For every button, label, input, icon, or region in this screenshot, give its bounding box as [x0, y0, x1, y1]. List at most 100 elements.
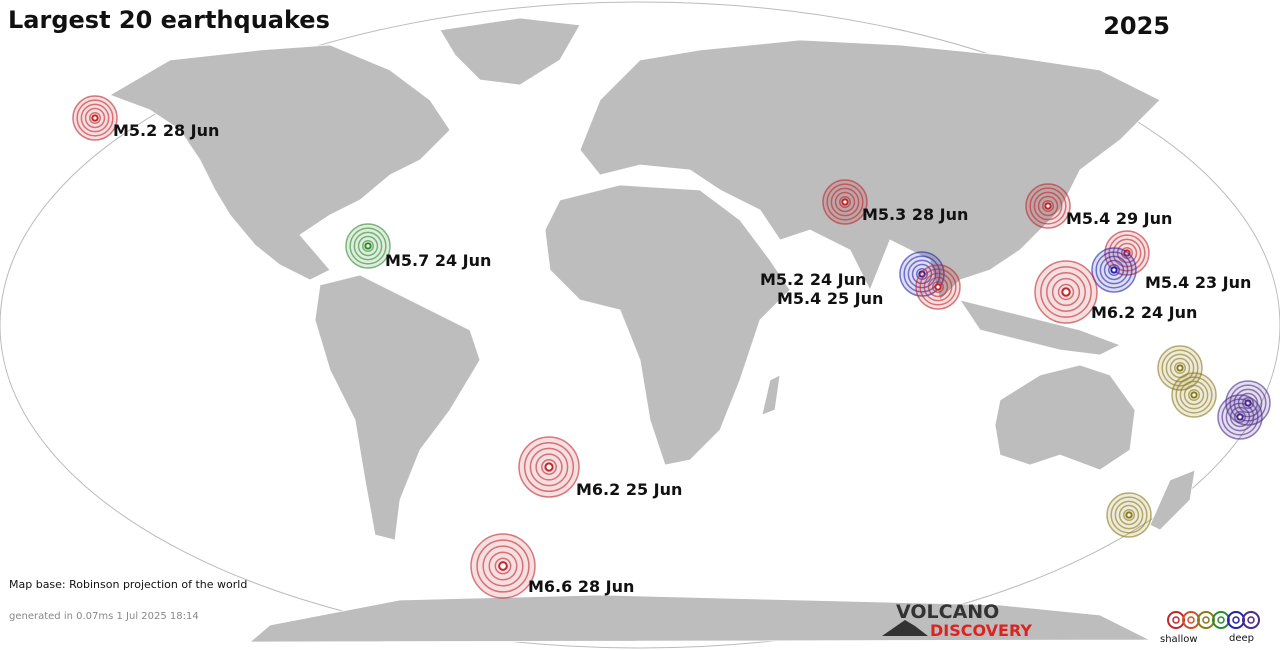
- quake-ring: [1173, 361, 1187, 375]
- quake-label: M5.4 25 Jun: [777, 289, 883, 308]
- madagascar: [761, 374, 781, 416]
- quake-marker: [1157, 345, 1203, 391]
- quake-ring: [1114, 500, 1144, 530]
- year: 2025: [1103, 12, 1170, 40]
- quake-marker: [1091, 247, 1137, 293]
- quake-ring: [488, 551, 518, 581]
- quake-center: [1110, 266, 1118, 274]
- legend-ring-inner: [1172, 616, 1180, 624]
- quake-center: [91, 114, 99, 122]
- quake-marker: [1025, 183, 1071, 229]
- quake-ring: [1033, 191, 1063, 221]
- quake-label: M5.7 24 Jun: [385, 251, 491, 270]
- quake-marker: [1171, 372, 1217, 418]
- map-base-note: Map base: Robinson projection of the wor…: [9, 578, 247, 591]
- quake-ring: [1179, 380, 1209, 410]
- quake-ring: [1095, 251, 1133, 289]
- quake-ring: [834, 191, 856, 213]
- south-america: [314, 274, 481, 541]
- quake-ring: [1122, 508, 1136, 522]
- quake-center: [1125, 511, 1133, 519]
- quake-ring: [353, 231, 383, 261]
- quake-ring: [361, 239, 375, 253]
- quake-label: M5.2 24 Jun: [760, 270, 866, 289]
- legend-ring-inner: [1247, 616, 1255, 624]
- quake-ring: [1165, 353, 1195, 383]
- quake-ring: [76, 99, 114, 137]
- quake-center: [544, 462, 554, 472]
- quake-ring: [1225, 402, 1255, 432]
- quake-ring: [1110, 496, 1148, 534]
- quake-ring: [1183, 384, 1205, 406]
- legend-shallow: shallow: [1160, 634, 1198, 645]
- legend-ring-inner: [1187, 616, 1195, 624]
- legend-deep: deep: [1229, 633, 1254, 644]
- quake-marker: [1034, 260, 1098, 324]
- quake-center: [841, 198, 849, 206]
- new-zealand: [1149, 469, 1196, 531]
- quake-marker: [915, 264, 961, 310]
- quake-center: [1044, 202, 1052, 210]
- quake-ring: [927, 276, 949, 298]
- quake-ring: [1187, 388, 1201, 402]
- legend-ring-inner: [1202, 616, 1210, 624]
- quake-ring: [84, 107, 106, 129]
- quake-marker: [1217, 394, 1263, 440]
- quake-ring: [80, 103, 110, 133]
- greenland: [439, 17, 581, 86]
- quake-center: [1190, 391, 1198, 399]
- quake-label: M5.4 29 Jun: [1066, 209, 1172, 228]
- quake-ring: [826, 183, 864, 221]
- quake-ring: [838, 195, 852, 209]
- quake-ring: [1037, 195, 1059, 217]
- legend: [1167, 611, 1260, 629]
- quake-center: [1176, 364, 1184, 372]
- quake-ring: [1233, 388, 1263, 418]
- quake-marker: [822, 179, 868, 225]
- quake-ring: [1229, 406, 1251, 428]
- quake-ring: [911, 263, 933, 285]
- antarctica: [248, 594, 1151, 643]
- quake-ring: [523, 441, 575, 493]
- legend-ring: [1242, 611, 1260, 629]
- quake-label: M5.3 28 Jun: [862, 205, 968, 224]
- quake-ring: [1161, 349, 1199, 387]
- quake-ring: [541, 459, 557, 475]
- logo-volcano: VOLCANO: [896, 601, 999, 623]
- quake-ring: [1099, 255, 1129, 285]
- quake-ring: [88, 111, 102, 125]
- north-america: [109, 44, 451, 281]
- africa: [544, 184, 791, 466]
- quake-ring: [535, 453, 563, 481]
- quake-center: [934, 283, 942, 291]
- quake-ring: [1118, 504, 1140, 526]
- generated-note: generated in 0.07ms 1 Jul 2025 18:14: [9, 611, 199, 622]
- continents: [109, 17, 1196, 643]
- quake-ring: [1041, 199, 1055, 213]
- quake-label: M6.6 28 Jun: [528, 577, 634, 596]
- quake-ring: [1040, 266, 1092, 318]
- southeast-asia-islands: [959, 299, 1121, 356]
- quake-marker: [345, 223, 391, 269]
- quake-ring: [1103, 259, 1125, 281]
- australia: [994, 364, 1136, 471]
- quake-ring: [830, 187, 860, 217]
- legend-ring-inner: [1217, 616, 1225, 624]
- quake-ring: [1107, 263, 1121, 277]
- quake-label: M6.2 25 Jun: [576, 480, 682, 499]
- quake-marker: [470, 533, 536, 599]
- quake-ring: [1051, 277, 1081, 307]
- legend-ring-inner: [1232, 616, 1240, 624]
- quake-center: [498, 561, 508, 571]
- quake-ring: [349, 227, 387, 265]
- quake-ring: [1175, 376, 1213, 414]
- quake-marker: [72, 95, 118, 141]
- quake-ring: [923, 272, 953, 302]
- quake-ring: [1029, 187, 1067, 225]
- quake-ring: [1233, 410, 1247, 424]
- logo-discovery: DISCOVERY: [930, 621, 1032, 640]
- quake-marker: [518, 436, 580, 498]
- quake-ring: [1046, 272, 1086, 312]
